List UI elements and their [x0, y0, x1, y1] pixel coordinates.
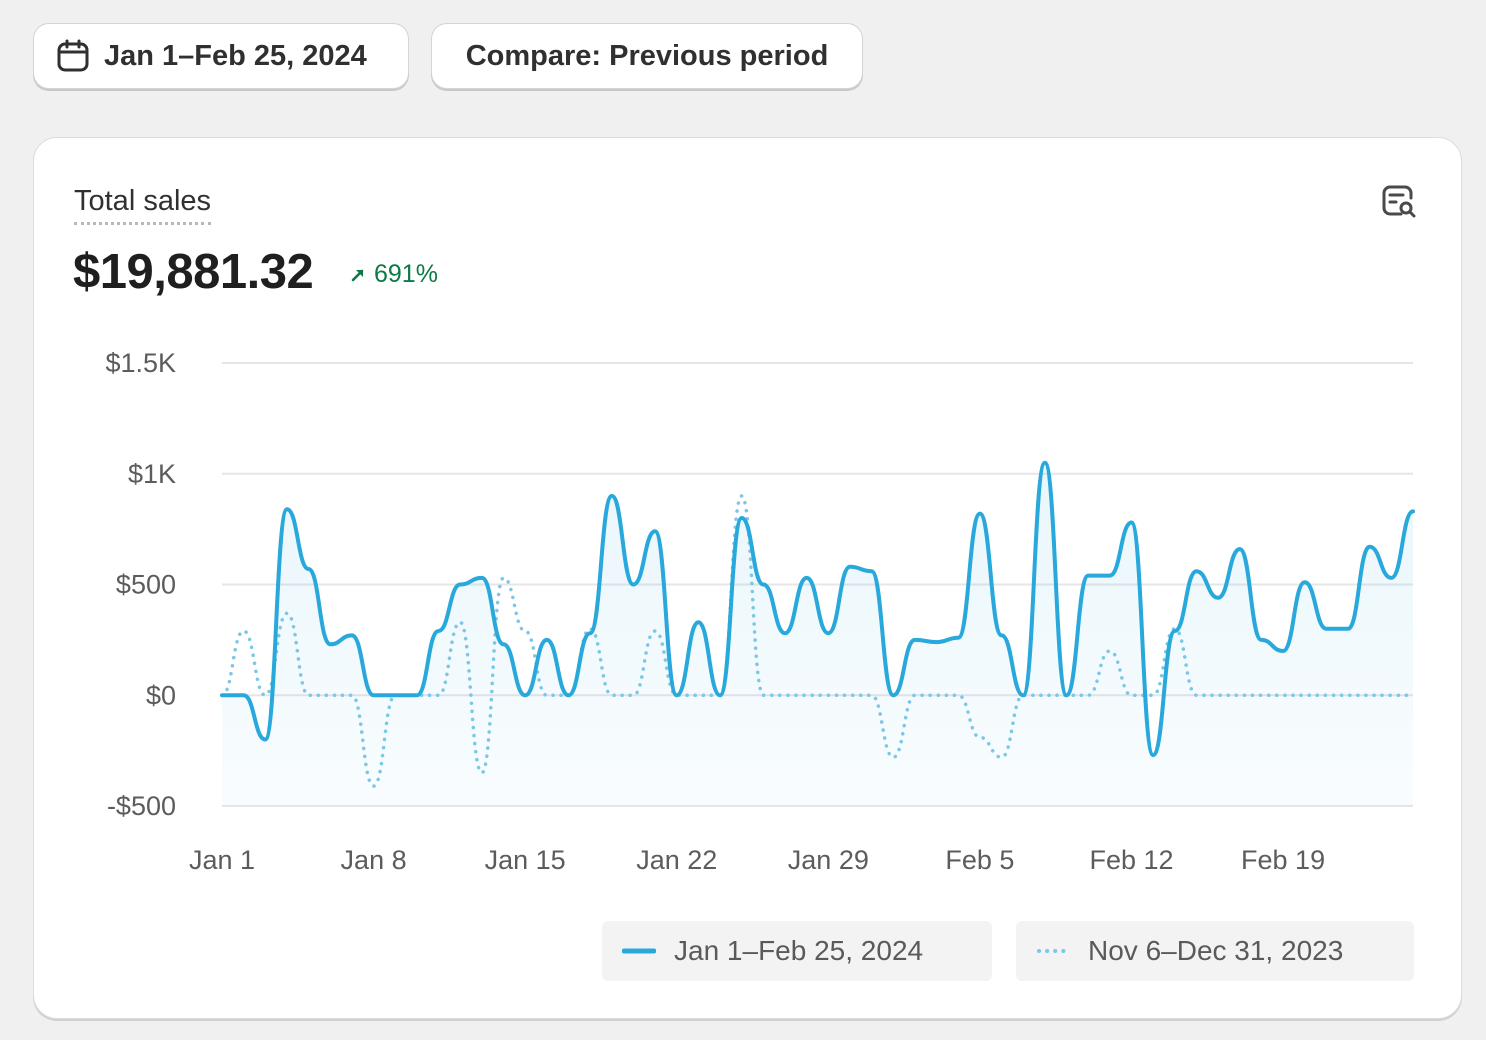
x-tick-label: Feb 12 — [1089, 845, 1173, 875]
legend-item-previous[interactable]: Nov 6–Dec 31, 2023 — [1016, 921, 1414, 981]
y-tick-label: $1.5K — [105, 348, 176, 378]
x-tick-label: Jan 1 — [189, 845, 255, 875]
x-tick-label: Jan 29 — [788, 845, 869, 875]
series-line-current — [220, 460, 1415, 758]
date-range-button[interactable]: Jan 1–Feb 25, 2024 — [33, 23, 409, 89]
x-tick-label: Feb 19 — [1241, 845, 1325, 875]
legend-label-current: Jan 1–Feb 25, 2024 — [674, 935, 924, 966]
legend-item-current[interactable]: Jan 1–Feb 25, 2024 — [602, 921, 992, 981]
total-sales-card: Total sales $19,881.32 691% $1.5K $1K $500… — [33, 137, 1462, 1019]
date-range-label: Jan 1–Feb 25, 2024 — [104, 39, 367, 72]
series-area-current — [222, 462, 1413, 806]
sales-line-chart: $1.5K $1K $500 $0 -$500 Jan 1 Jan 8 Jan 15 Jan … — [105, 348, 1415, 875]
explore-data-icon[interactable] — [1381, 184, 1417, 220]
legend-label-previous: Nov 6–Dec 31, 2023 — [1088, 935, 1344, 966]
compare-period-label: Compare: Previous period — [465, 39, 829, 72]
solid-line-swatch — [622, 948, 656, 954]
x-tick-label: Feb 5 — [945, 845, 1014, 875]
metric-value: $19,881.32 — [73, 245, 314, 299]
trend-percent: 691% — [374, 260, 438, 288]
y-tick-label: $1K — [128, 459, 176, 489]
arrow-up-right-icon — [351, 269, 364, 281]
x-tick-label: Jan 15 — [485, 845, 566, 875]
metric-title[interactable]: Total sales — [74, 184, 212, 225]
trend-indicator: 691% — [348, 260, 438, 289]
calendar-icon — [56, 39, 90, 73]
x-tick-label: Jan 22 — [636, 845, 717, 875]
y-tick-label: $500 — [116, 570, 176, 600]
y-tick-label: $0 — [146, 680, 176, 710]
y-tick-label: -$500 — [107, 791, 176, 821]
dotted-line-swatch — [1037, 949, 1070, 953]
x-tick-label: Jan 8 — [341, 845, 407, 875]
series-line-previous — [220, 494, 1415, 788]
compare-period-button[interactable]: Compare: Previous period — [431, 23, 863, 89]
